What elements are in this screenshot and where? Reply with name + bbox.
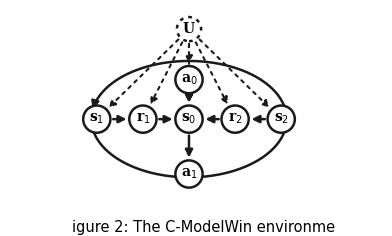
- Circle shape: [175, 66, 203, 93]
- Circle shape: [83, 105, 111, 133]
- Circle shape: [221, 105, 249, 133]
- Text: s$_2$: s$_2$: [274, 112, 289, 126]
- Text: a$_1$: a$_1$: [181, 167, 197, 181]
- Circle shape: [129, 105, 156, 133]
- Circle shape: [177, 17, 201, 41]
- Circle shape: [268, 105, 295, 133]
- Text: U: U: [183, 22, 195, 36]
- Circle shape: [175, 160, 203, 188]
- Text: s$_0$: s$_0$: [181, 112, 197, 126]
- Circle shape: [175, 105, 203, 133]
- Text: a$_0$: a$_0$: [181, 72, 197, 87]
- Text: r$_1$: r$_1$: [136, 112, 150, 126]
- Text: r$_2$: r$_2$: [228, 112, 242, 126]
- Text: igure 2: The C-ModelWin environme: igure 2: The C-ModelWin environme: [72, 220, 335, 236]
- Text: s$_1$: s$_1$: [89, 112, 104, 126]
